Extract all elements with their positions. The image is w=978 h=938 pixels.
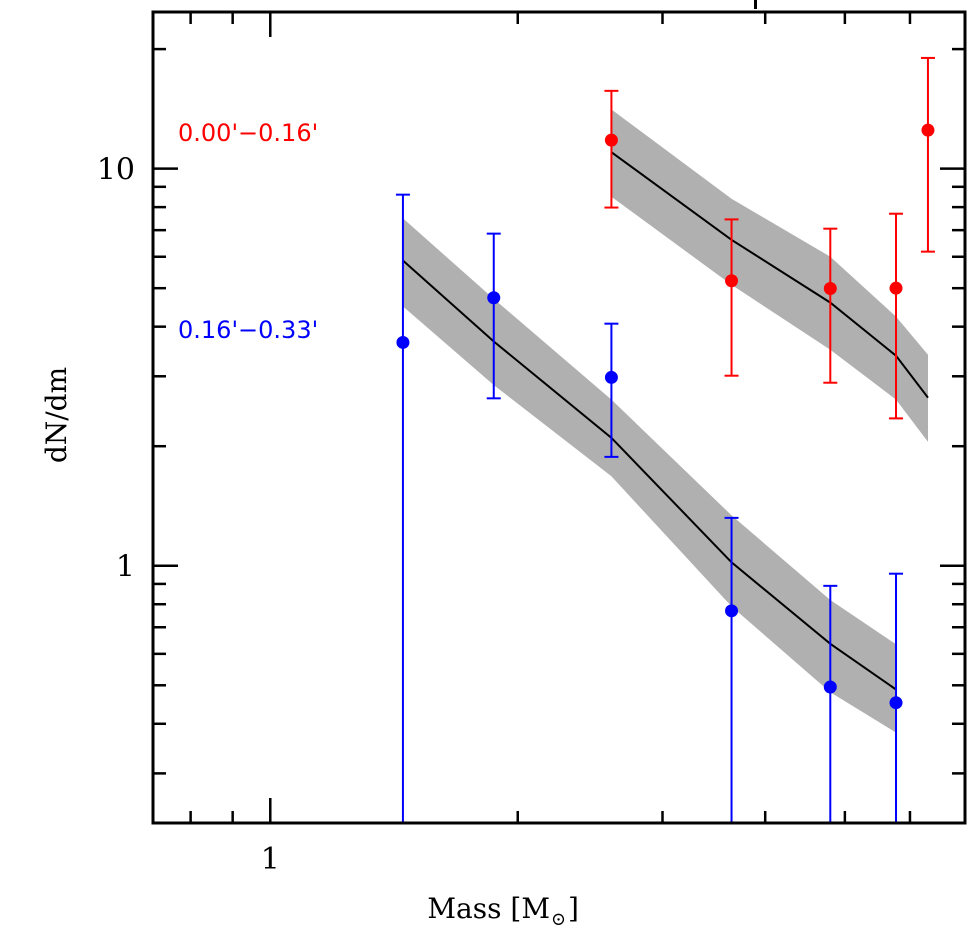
data-point-series-0-point-4 [921, 123, 935, 137]
y-axis-title: dN/dm [40, 367, 73, 463]
data-point-series-0-point-3 [889, 281, 903, 295]
plot-frame [151, 10, 967, 825]
data-point-series-0-point-1 [725, 274, 739, 288]
plot-frame-rect [151, 10, 967, 825]
x-tick-label-0: 1 [261, 842, 280, 877]
axis-ticks [153, 12, 965, 823]
data-points [396, 123, 935, 710]
x-axis-title: Mass [M ⊙ ] [427, 892, 579, 930]
x-axis-title-sun-symbol: ⊙ [551, 909, 566, 930]
data-point-series-1-point-5 [889, 696, 903, 710]
data-point-series-1-point-1 [487, 291, 501, 305]
model-band-series-0 [611, 109, 928, 442]
x-axis-title-main: Mass [M [427, 892, 550, 925]
data-point-series-0-point-2 [823, 282, 837, 296]
legend-label-inner: 0.00'−0.16' [178, 119, 318, 147]
clipped-title-fragment [754, 0, 757, 9]
model-bands [402, 109, 928, 733]
model-line-series-1 [402, 259, 897, 691]
legend-label-outer: 0.16'−0.33' [178, 316, 318, 344]
data-point-series-1-point-4 [823, 680, 837, 694]
y-tick-label-0: 1 [116, 550, 135, 585]
model-band-series-1 [402, 218, 896, 733]
data-point-series-1-point-2 [604, 370, 618, 384]
data-point-series-1-point-0 [396, 335, 410, 349]
tick-labels: 1 1 10 [97, 153, 280, 877]
x-axis-title-close: ] [568, 892, 579, 925]
y-tick-label-1: 10 [97, 153, 135, 188]
data-point-series-1-point-3 [725, 604, 739, 618]
data-point-series-0-point-0 [604, 133, 618, 147]
